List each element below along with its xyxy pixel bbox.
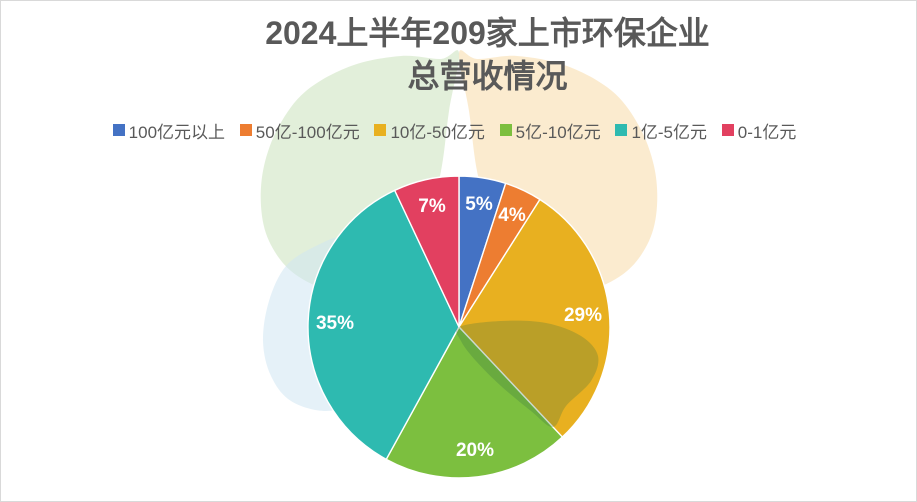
svg-text:7%: 7% <box>418 196 446 217</box>
svg-text:29%: 29% <box>564 305 602 326</box>
svg-text:5%: 5% <box>465 194 493 215</box>
svg-text:35%: 35% <box>316 313 354 334</box>
svg-text:20%: 20% <box>456 440 494 461</box>
svg-text:4%: 4% <box>498 205 526 226</box>
